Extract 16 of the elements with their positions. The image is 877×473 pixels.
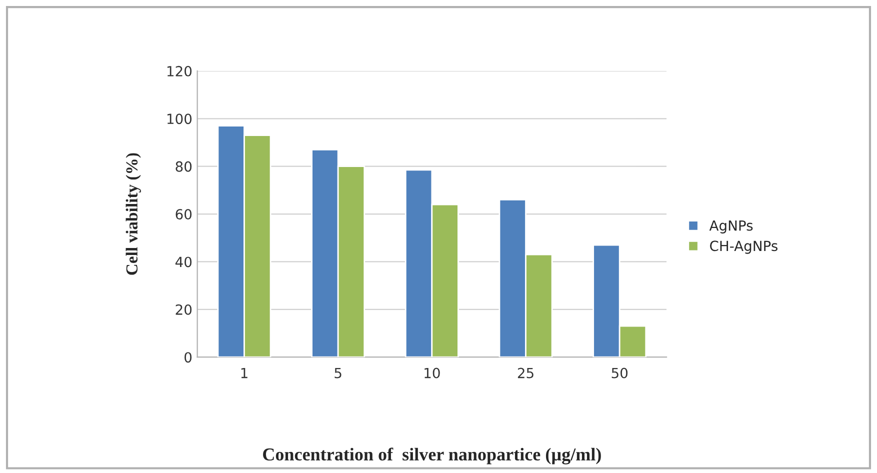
- legend-label: CH-AgNPs: [710, 240, 778, 254]
- y-tick-label: 0: [184, 352, 192, 363]
- x-tick-label: 1: [241, 368, 248, 378]
- y-tick-label: 80: [176, 161, 192, 172]
- y-tick-label: 20: [176, 304, 192, 315]
- legend-label: AgNPs: [709, 220, 753, 234]
- y-tick-label: 40: [175, 256, 192, 268]
- x-tick-label: 50: [612, 368, 628, 378]
- x-axis-title: Concentration of silver nanopartice (µg/ml): [263, 448, 601, 464]
- x-tick-label: 10: [424, 368, 440, 378]
- x-tick-label: 25: [518, 368, 534, 378]
- y-axis-title: Cell viability (%): [126, 153, 141, 275]
- y-tick-label: 100: [167, 114, 192, 124]
- x-tick-label: 5: [334, 368, 342, 378]
- y-tick-label: 120: [167, 66, 192, 76]
- y-tick-label: 60: [176, 209, 192, 220]
